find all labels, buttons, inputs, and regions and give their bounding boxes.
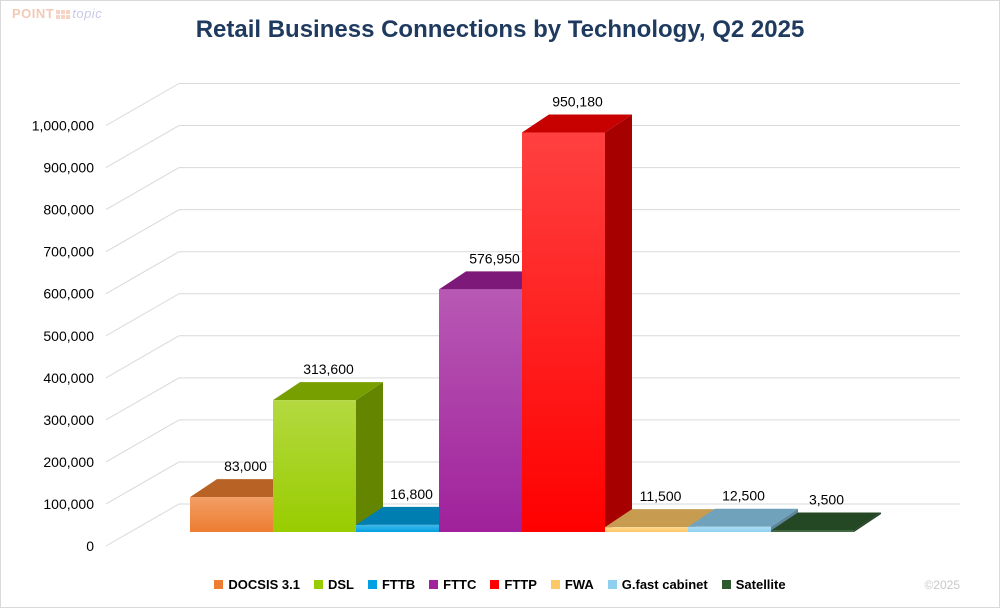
y-tick-label: 700,000 — [43, 244, 94, 260]
y-tick-label: 900,000 — [43, 160, 94, 176]
bar-side — [605, 114, 632, 532]
bar-top — [439, 271, 549, 290]
point-topic-logo: POINT topic — [12, 6, 102, 21]
gridline-slant — [105, 251, 180, 295]
legend-swatch — [429, 580, 439, 590]
gridline-slant — [105, 209, 180, 253]
bar-front — [522, 132, 605, 532]
legend-item: Satellite — [721, 577, 786, 592]
data-label: 16,800 — [390, 486, 433, 502]
y-tick-label: 300,000 — [43, 412, 94, 428]
logo-topic-text: topic — [72, 6, 103, 21]
bar-top — [356, 506, 466, 525]
gridline-slant — [105, 167, 180, 211]
legend-item: G.fast cabinet — [607, 577, 708, 592]
copyright-notice: ©2025 — [924, 578, 960, 592]
bar-dsl — [273, 382, 383, 532]
data-label: 83,000 — [224, 458, 267, 474]
legend-label: FTTC — [443, 577, 477, 592]
legend-swatch — [367, 580, 377, 590]
bar-front — [771, 530, 854, 532]
data-label: 12,500 — [722, 488, 765, 504]
y-tick-label: 200,000 — [43, 454, 94, 470]
legend-label: DSL — [327, 577, 354, 592]
bar-side — [854, 512, 881, 532]
bar-top — [605, 509, 715, 528]
bar-top — [771, 512, 881, 531]
legend-swatch — [550, 580, 560, 590]
gridline-slant — [105, 377, 180, 421]
chart-title: Retail Business Connections by Technolog… — [195, 16, 805, 43]
legend-swatch — [721, 580, 731, 590]
legend: DOCSIS 3.1 DSL FTTB FTTC FTTP FWA G.fast cabin… — [0, 576, 1000, 594]
bar-fttp — [522, 114, 632, 532]
legend-swatch — [214, 580, 224, 590]
legend-item: FWA — [550, 577, 594, 592]
bar-top — [190, 479, 300, 498]
bar-front — [356, 524, 439, 532]
y-tick-label: 600,000 — [43, 286, 94, 302]
legend-label: G.fast cabinet — [621, 577, 708, 592]
data-label: 11,500 — [640, 488, 682, 504]
legend-item: DSL — [313, 577, 354, 592]
legend-label: FWA — [564, 577, 594, 592]
y-tick-label: 800,000 — [43, 202, 94, 218]
bar-top — [273, 382, 383, 401]
gridline-slant — [105, 335, 180, 379]
legend-label: FTTP — [504, 577, 537, 592]
logo-point-text: POINT — [12, 6, 55, 21]
bar-front — [439, 289, 522, 532]
legend-item: DOCSIS 3.1 — [214, 577, 300, 592]
y-axis-ticks: 0 100,000 200,000 300,000 400,000 500,000 600,… — [32, 118, 95, 555]
data-label: 576,950 — [469, 250, 520, 266]
bar-satellite — [771, 512, 881, 532]
legend-item: FTTB — [367, 577, 416, 592]
y-tick-label: 1,000,000 — [32, 118, 94, 134]
gridline-slant — [105, 419, 180, 463]
data-labels: 83,000 313,600 16,800 576,950 950,180 11,500 1… — [224, 93, 844, 507]
legend-label: Satellite — [735, 577, 786, 592]
bar-side — [356, 382, 383, 532]
legend-swatch — [313, 580, 323, 590]
gridline-slant — [105, 293, 180, 337]
bar-top — [522, 114, 632, 133]
legend-swatch — [490, 580, 500, 590]
bar-front — [688, 526, 771, 532]
y-tick-label: 0 — [86, 538, 94, 554]
gridline-slant — [105, 125, 180, 168]
gridline-slant — [105, 461, 180, 505]
bars — [190, 114, 881, 532]
data-label: 3,500 — [809, 492, 844, 508]
y-tick-label: 100,000 — [43, 496, 94, 512]
legend-item: FTTP — [490, 577, 537, 592]
gridline-slant — [105, 503, 180, 547]
legend-item: FTTC — [429, 577, 476, 592]
bar-front — [605, 527, 688, 532]
legend-label: DOCSIS 3.1 — [228, 577, 300, 592]
logo-dots-icon — [56, 9, 71, 20]
y-tick-label: 500,000 — [43, 328, 94, 344]
bar-top — [688, 508, 798, 527]
data-label: 950,180 — [552, 93, 603, 109]
legend-swatch — [607, 580, 617, 590]
bar-front — [190, 497, 273, 532]
y-tick-label: 400,000 — [43, 370, 94, 386]
gridline-slant — [105, 83, 180, 126]
bar-front — [273, 400, 356, 532]
data-label: 313,600 — [303, 361, 354, 377]
legend-label: FTTB — [381, 577, 416, 592]
